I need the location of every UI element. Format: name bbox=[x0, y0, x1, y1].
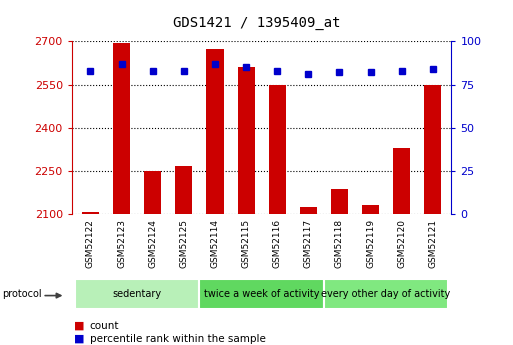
Text: twice a week of activity: twice a week of activity bbox=[204, 289, 320, 299]
Bar bbox=[269, 85, 286, 214]
Text: every other day of activity: every other day of activity bbox=[322, 289, 451, 299]
Text: ■: ■ bbox=[74, 334, 85, 344]
Text: GSM52117: GSM52117 bbox=[304, 219, 313, 268]
Bar bbox=[113, 43, 130, 214]
Bar bbox=[324, 279, 448, 309]
Bar bbox=[393, 148, 410, 214]
Text: GSM52114: GSM52114 bbox=[210, 219, 220, 268]
Bar bbox=[144, 171, 161, 214]
Bar bbox=[206, 49, 224, 214]
Text: GSM52118: GSM52118 bbox=[335, 219, 344, 268]
Text: GDS1421 / 1395409_at: GDS1421 / 1395409_at bbox=[173, 16, 340, 30]
Text: GSM52115: GSM52115 bbox=[242, 219, 250, 268]
Text: GSM52124: GSM52124 bbox=[148, 219, 157, 268]
Text: GSM52121: GSM52121 bbox=[428, 219, 437, 268]
Text: GSM52123: GSM52123 bbox=[117, 219, 126, 268]
Text: percentile rank within the sample: percentile rank within the sample bbox=[90, 334, 266, 344]
Text: count: count bbox=[90, 321, 120, 331]
Bar bbox=[75, 279, 200, 309]
Text: sedentary: sedentary bbox=[112, 289, 162, 299]
Bar bbox=[300, 207, 317, 214]
Bar bbox=[200, 279, 324, 309]
Text: ■: ■ bbox=[74, 321, 85, 331]
Bar bbox=[175, 166, 192, 214]
Bar bbox=[331, 189, 348, 214]
Text: GSM52122: GSM52122 bbox=[86, 219, 95, 268]
Text: GSM52125: GSM52125 bbox=[180, 219, 188, 268]
Bar bbox=[424, 85, 441, 214]
Text: protocol: protocol bbox=[3, 289, 42, 299]
Text: GSM52116: GSM52116 bbox=[273, 219, 282, 268]
Text: GSM52120: GSM52120 bbox=[397, 219, 406, 268]
Bar bbox=[238, 67, 254, 214]
Bar bbox=[362, 205, 379, 214]
Bar bbox=[82, 213, 99, 214]
Text: GSM52119: GSM52119 bbox=[366, 219, 375, 268]
